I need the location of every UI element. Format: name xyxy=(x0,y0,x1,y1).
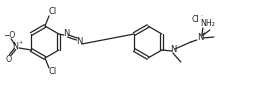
Text: −O: −O xyxy=(3,32,15,40)
Text: Cl: Cl xyxy=(49,7,57,17)
Text: N: N xyxy=(12,43,18,51)
Text: N: N xyxy=(62,29,69,38)
Text: N: N xyxy=(196,34,202,43)
Text: NH₂: NH₂ xyxy=(200,20,214,29)
Text: N: N xyxy=(169,45,175,54)
Text: +: + xyxy=(18,40,22,45)
Text: ⁻: ⁻ xyxy=(200,15,202,20)
Text: Cl: Cl xyxy=(49,67,57,76)
Text: N: N xyxy=(75,37,82,46)
Text: +: + xyxy=(201,32,205,37)
Text: O: O xyxy=(5,54,11,64)
Text: Cl: Cl xyxy=(191,15,199,23)
